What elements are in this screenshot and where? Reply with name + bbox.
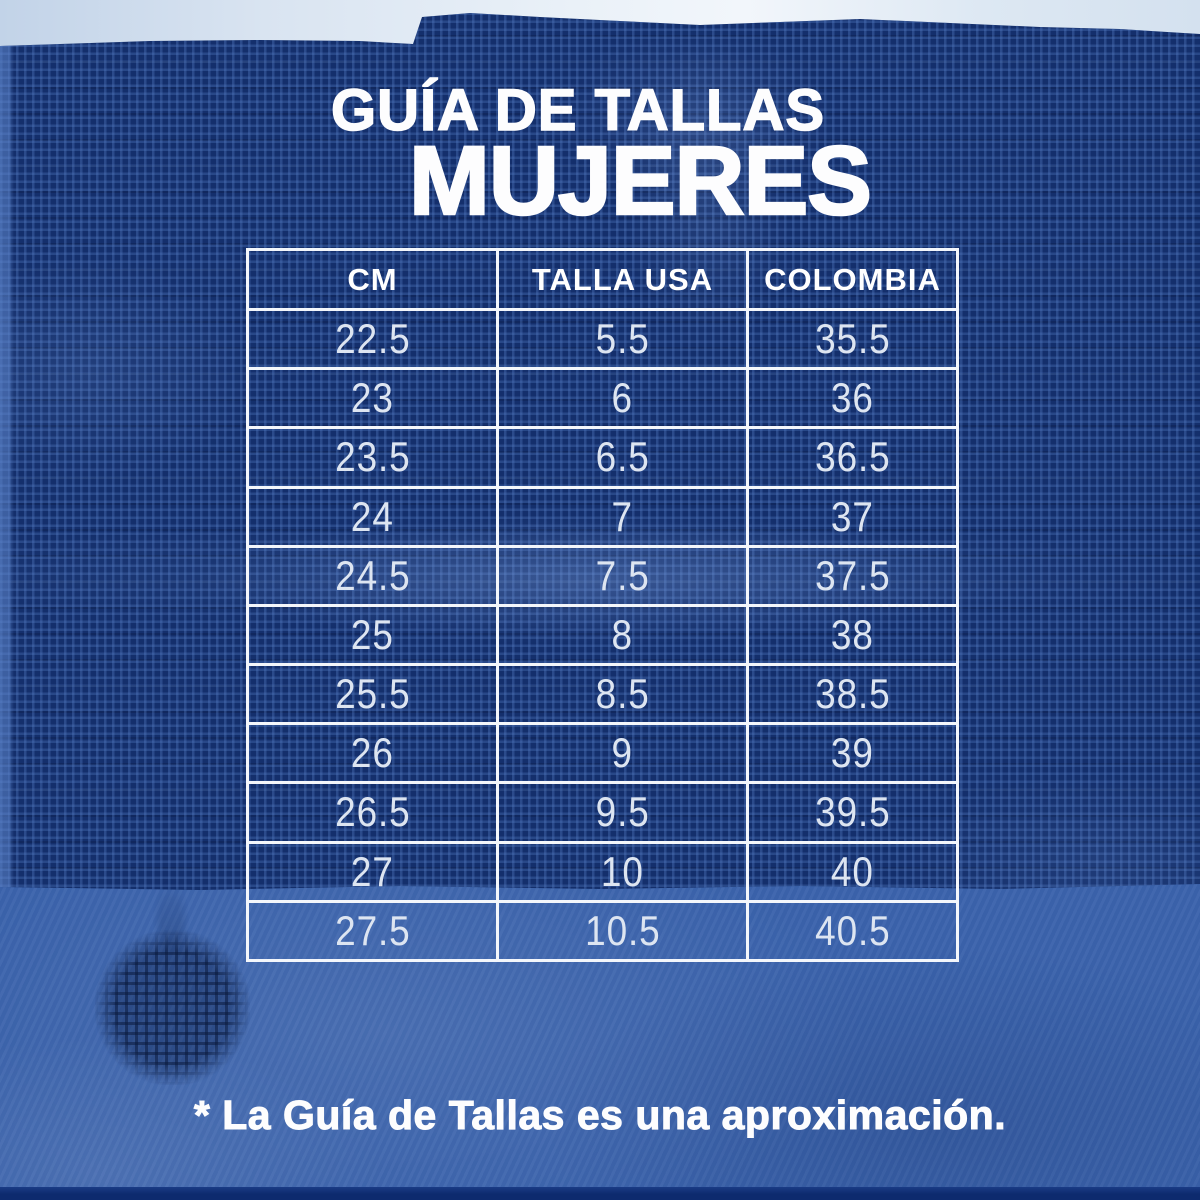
size-value: 35.5 — [814, 315, 891, 363]
table-row: 23 6 36 — [246, 367, 959, 430]
size-cell: 6.5 — [496, 426, 749, 489]
size-cell: 36 — [746, 367, 959, 430]
size-cell: 10.5 — [496, 899, 749, 963]
size-value: 23.5 — [334, 433, 411, 481]
size-value: 40 — [831, 847, 874, 895]
ink-smudge — [95, 930, 250, 1085]
column-header-cm: CM — [246, 248, 499, 311]
size-value: 24.5 — [334, 551, 411, 599]
size-cell: 10 — [496, 840, 749, 903]
size-value: 8 — [611, 610, 634, 658]
size-cell: 25.5 — [246, 663, 499, 726]
size-value: 6.5 — [595, 433, 650, 481]
size-cell: 23 — [246, 367, 499, 430]
table-row: 25 8 38 — [246, 603, 959, 667]
page-title: GUÍA DE TALLAS — [330, 78, 826, 143]
size-cell: 7 — [496, 485, 749, 548]
size-value: 27.5 — [334, 906, 411, 954]
size-value: 36 — [831, 374, 874, 422]
size-value: 39 — [831, 729, 874, 777]
size-cell: 25 — [246, 603, 499, 667]
size-cell: 8.5 — [496, 663, 749, 726]
size-value: 26.5 — [334, 788, 411, 836]
size-value: 10 — [601, 847, 644, 895]
size-value: 22.5 — [334, 315, 411, 363]
size-value: 9 — [611, 729, 634, 777]
size-value: 8.5 — [595, 670, 650, 718]
table-row: 24.5 7.5 37.5 — [246, 544, 959, 607]
size-cell: 24.5 — [246, 544, 499, 607]
size-value: 23 — [351, 374, 394, 422]
size-value: 27 — [351, 847, 394, 895]
size-cell: 7.5 — [496, 544, 749, 607]
table-row: 26.5 9.5 39.5 — [246, 781, 959, 844]
size-value: 26 — [351, 729, 394, 777]
table-header-row: CM TALLA USA COLOMBIA — [246, 248, 959, 311]
size-cell: 6 — [496, 367, 749, 430]
size-cell: 39.5 — [746, 781, 959, 844]
size-cell: 26.5 — [246, 781, 499, 844]
column-header-talla-usa: TALLA USA — [496, 248, 749, 311]
size-value: 38.5 — [814, 670, 891, 718]
table-row: 24 7 37 — [246, 485, 959, 548]
size-cell: 23.5 — [246, 426, 499, 489]
size-value: 38 — [831, 610, 874, 658]
size-cell: 40.5 — [746, 899, 959, 963]
size-cell: 40 — [746, 840, 959, 903]
size-cell: 5.5 — [496, 307, 749, 371]
table-row: 27 10 40 — [246, 840, 959, 903]
size-cell: 37.5 — [746, 544, 959, 607]
size-value: 39.5 — [814, 788, 891, 836]
column-header-colombia: COLOMBIA — [746, 248, 959, 311]
size-value: 40.5 — [814, 906, 891, 954]
size-cell: 27.5 — [246, 899, 499, 963]
size-value: 37.5 — [814, 551, 891, 599]
size-value: 5.5 — [595, 315, 650, 363]
size-value: 25 — [351, 610, 394, 658]
size-cell: 9.5 — [496, 781, 749, 844]
size-cell: 35.5 — [746, 307, 959, 371]
bottom-navy-strip — [0, 1187, 1200, 1200]
size-cell: 39 — [746, 722, 959, 785]
size-cell: 38.5 — [746, 663, 959, 726]
size-conversion-table: CM TALLA USA COLOMBIA 22.5 5.5 35.5 23 6… — [246, 248, 959, 963]
size-cell: 22.5 — [246, 307, 499, 371]
woven-canvas-background — [0, 13, 1200, 890]
size-cell: 9 — [496, 722, 749, 785]
size-value: 24 — [351, 492, 394, 540]
size-cell: 8 — [496, 603, 749, 667]
table-row: 26 9 39 — [246, 722, 959, 785]
size-value: 7 — [611, 492, 634, 540]
size-cell: 37 — [746, 485, 959, 548]
size-cell: 38 — [746, 603, 959, 667]
table-row: 27.5 10.5 40.5 — [246, 899, 959, 963]
size-value: 7.5 — [595, 551, 650, 599]
size-cell: 27 — [246, 840, 499, 903]
table-row: 22.5 5.5 35.5 — [246, 307, 959, 371]
size-value: 9.5 — [595, 788, 650, 836]
size-cell: 24 — [246, 485, 499, 548]
page-subtitle: MUJERES — [408, 126, 873, 235]
size-value: 6 — [611, 374, 634, 422]
table-row: 23.5 6.5 36.5 — [246, 426, 959, 489]
size-value: 37 — [831, 492, 874, 540]
size-cell: 36.5 — [746, 426, 959, 489]
table-row: 25.5 8.5 38.5 — [246, 663, 959, 726]
size-value: 25.5 — [334, 670, 411, 718]
size-value: 10.5 — [584, 906, 661, 954]
size-value: 36.5 — [814, 433, 891, 481]
approximation-footnote: * La Guía de Tallas es una aproximación. — [193, 1092, 1007, 1139]
size-cell: 26 — [246, 722, 499, 785]
